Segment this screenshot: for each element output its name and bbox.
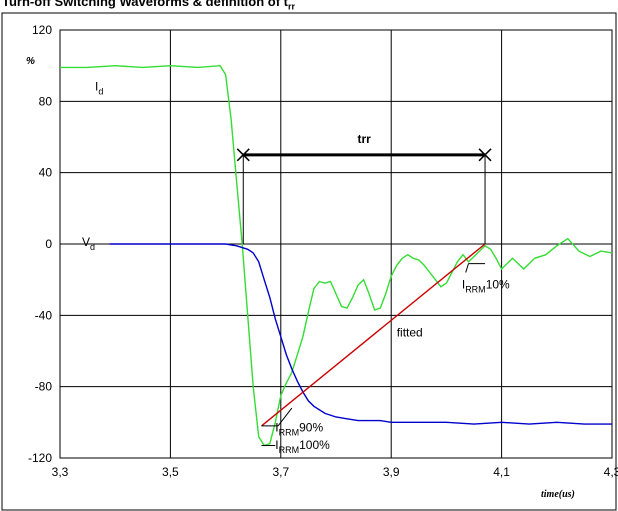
x-tick-label: 3,9 (383, 465, 400, 479)
irrm100-label: IRRM100% (275, 438, 330, 455)
figure-title: Turn-off Switching Waveforms & definitio… (2, 0, 295, 12)
series-layer (60, 64, 613, 447)
figure-frame (1, 12, 617, 511)
y-tick-label: 80 (39, 94, 53, 108)
x-tick-label: 3,5 (162, 465, 179, 479)
irrm90-leader (277, 407, 293, 427)
irrm10-label: IRRM10% (462, 278, 510, 295)
series-line-id (60, 64, 613, 447)
annotations: Id Vd trr fitted IRRM90%IRRM100% IRRM10% (82, 80, 510, 455)
y-tick-label: 40 (39, 166, 53, 180)
trr-marker (236, 148, 250, 162)
vd-label: Vd (82, 235, 95, 252)
x-tick-label: 4,3 (604, 465, 618, 479)
y-tick-label: 120 (32, 23, 52, 37)
fitted-label: fitted (397, 326, 423, 340)
y-tick-label: -80 (35, 380, 53, 394)
id-label: Id (95, 80, 103, 97)
x-axis-label: time(us) (541, 489, 575, 500)
x-tick-label: 3,7 (272, 465, 289, 479)
y-axis-unit: % (26, 56, 35, 67)
y-tick-label: 0 (45, 237, 52, 251)
plot-area (59, 29, 613, 459)
y-tick-label: -120 (28, 451, 52, 465)
x-tick-label: 4,1 (493, 465, 510, 479)
tick-labels: 3,3 3,5 3,7 3,9 4,1 4,3 120 80 40 0 -40 -80 -120 (28, 23, 618, 479)
trr-marker (478, 148, 492, 162)
y-tick-label: -40 (35, 308, 53, 322)
series-line-fitted (261, 243, 486, 427)
title-prefix: Turn-off Switching Waveforms & definitio… (2, 0, 288, 9)
irrm10-leader (465, 263, 469, 273)
series-line-vd (109, 243, 612, 425)
title-subscript: rr (287, 1, 295, 12)
irrm90-label: IRRM90% (275, 420, 323, 437)
x-tick-label: 3,3 (52, 465, 69, 479)
trr-label: trr (357, 132, 371, 146)
